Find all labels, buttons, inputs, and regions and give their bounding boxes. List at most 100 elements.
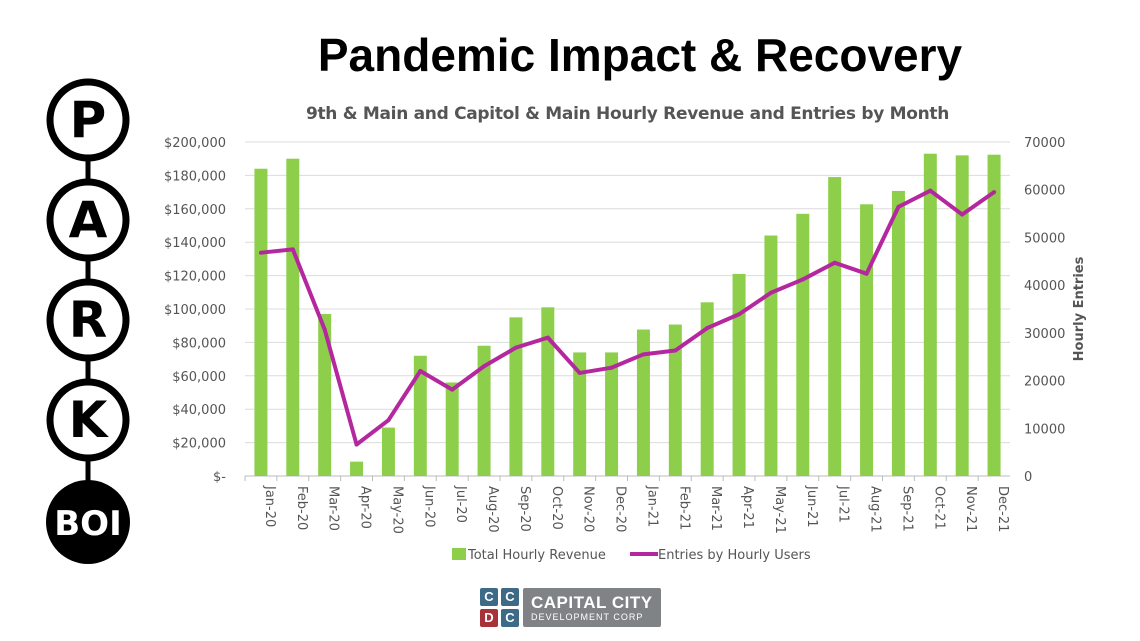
revenue-bar — [796, 213, 810, 476]
park-letter-circle — [46, 378, 130, 462]
revenue-bar — [286, 158, 300, 476]
x-tick-label: Sep-20 — [517, 486, 532, 532]
entries-point — [354, 442, 359, 447]
revenue-bar — [891, 190, 905, 476]
x-tick-label: Jun-20 — [421, 485, 436, 528]
left-tick-label: $140,000 — [164, 236, 226, 251]
park-letter: K — [69, 391, 110, 449]
revenue-bar — [668, 324, 682, 476]
x-tick-label: Apr-20 — [358, 486, 373, 529]
entries-point — [386, 418, 391, 423]
x-tick-label: Dec-20 — [613, 486, 628, 532]
left-tick-label: $180,000 — [164, 169, 226, 184]
x-tick-label: Oct-20 — [549, 486, 564, 530]
x-tick-label: May-20 — [389, 486, 404, 534]
revenue-bar — [636, 329, 650, 476]
left-tick-label: $160,000 — [164, 203, 226, 218]
ccdc-square: C — [501, 609, 519, 627]
entries-point — [705, 326, 710, 331]
x-tick-label: Jan-20 — [262, 485, 277, 527]
revenue-bar — [732, 273, 746, 476]
entries-point — [896, 204, 901, 209]
revenue-bar — [509, 317, 523, 476]
entries-point — [513, 345, 518, 350]
x-tick-label: Jul-21 — [836, 485, 851, 523]
x-tick-label: Aug-20 — [485, 486, 500, 533]
x-tick-label: Sep-21 — [899, 486, 914, 532]
park-letter-circle — [46, 278, 130, 362]
boi-circle — [46, 480, 130, 564]
revenue-bar — [541, 307, 555, 476]
ccdc-square: C — [501, 588, 519, 606]
left-tick-label: $200,000 — [164, 136, 226, 151]
right-tick-label: 30000 — [1024, 327, 1065, 342]
x-tick-label: Jan-21 — [644, 485, 659, 527]
entries-point — [450, 387, 455, 392]
left-tick-label: $40,000 — [172, 403, 226, 418]
left-tick-label: $120,000 — [164, 270, 226, 285]
left-tick-label: $20,000 — [172, 437, 226, 452]
park-letter: A — [69, 191, 108, 249]
revenue-bar — [318, 314, 332, 476]
revenue-bar — [350, 461, 364, 476]
entries-point — [258, 250, 263, 255]
x-tick-label: Jun-21 — [804, 485, 819, 528]
right-tick-label: 70000 — [1024, 136, 1065, 151]
revenue-bar — [700, 302, 714, 476]
ccdc-logo: C C D C CAPITAL CITY DEVELOPMENT CORP — [480, 588, 661, 627]
entries-point — [832, 260, 837, 265]
right-tick-label: 20000 — [1024, 375, 1065, 390]
entries-point — [577, 370, 582, 375]
right-tick-label: 40000 — [1024, 279, 1065, 294]
entries-point — [545, 335, 550, 340]
chart-title: 9th & Main and Capitol & Main Hourly Rev… — [305, 104, 950, 124]
ccdc-line1: CAPITAL CITY — [531, 592, 653, 612]
right-tick-label: 0 — [1024, 470, 1032, 485]
entries-point — [673, 348, 678, 353]
left-tick-label: $- — [213, 470, 226, 485]
right-tick-label: 50000 — [1024, 231, 1065, 246]
park-letter-circle — [46, 178, 130, 262]
ccdc-line2: DEVELOPMENT CORP — [531, 611, 644, 622]
revenue-bar — [605, 352, 619, 476]
left-tick-label: $60,000 — [172, 370, 226, 385]
revenue-bar — [987, 154, 1001, 476]
revenue-bar — [254, 168, 268, 476]
right-tick-label: 60000 — [1024, 184, 1065, 199]
x-tick-label: Dec-21 — [995, 486, 1010, 532]
revenue-bar — [860, 204, 874, 476]
entries-point — [768, 290, 773, 295]
revenue-bar — [573, 352, 587, 476]
legend-revenue-label: Total Hourly Revenue — [467, 548, 606, 563]
entries-point — [864, 271, 869, 276]
entries-point — [737, 312, 742, 317]
left-tick-label: $80,000 — [172, 336, 226, 351]
x-tick-label: Feb-20 — [294, 486, 309, 530]
revenue-bar — [413, 355, 427, 476]
x-tick-label: Apr-21 — [740, 486, 755, 529]
revenue-bar — [955, 155, 969, 477]
x-tick-label: May-21 — [772, 486, 787, 534]
revenue-bar — [764, 235, 778, 476]
x-tick-label: Nov-21 — [963, 486, 978, 532]
x-tick-label: Aug-21 — [868, 486, 883, 533]
revenue-bar — [923, 153, 937, 476]
x-tick-label: Oct-21 — [931, 486, 946, 530]
boi-text: BOI — [54, 504, 121, 544]
entries-point — [418, 369, 423, 374]
entries-point — [800, 277, 805, 282]
x-tick-label: Feb-21 — [676, 486, 691, 530]
entries-point — [482, 364, 487, 369]
revenue-bar — [828, 177, 842, 476]
revenue-bar — [445, 382, 459, 476]
right-axis-label: Hourly Entries — [1072, 256, 1087, 361]
x-tick-label: Nov-20 — [581, 486, 596, 532]
left-tick-label: $100,000 — [164, 303, 226, 318]
legend-entries-label: Entries by Hourly Users — [658, 548, 811, 563]
park-letter: R — [69, 291, 108, 349]
x-tick-label: Mar-21 — [708, 486, 723, 531]
x-tick-label: Jul-20 — [453, 485, 468, 523]
right-tick-label: 10000 — [1024, 422, 1065, 437]
ccdc-square: D — [480, 609, 498, 627]
